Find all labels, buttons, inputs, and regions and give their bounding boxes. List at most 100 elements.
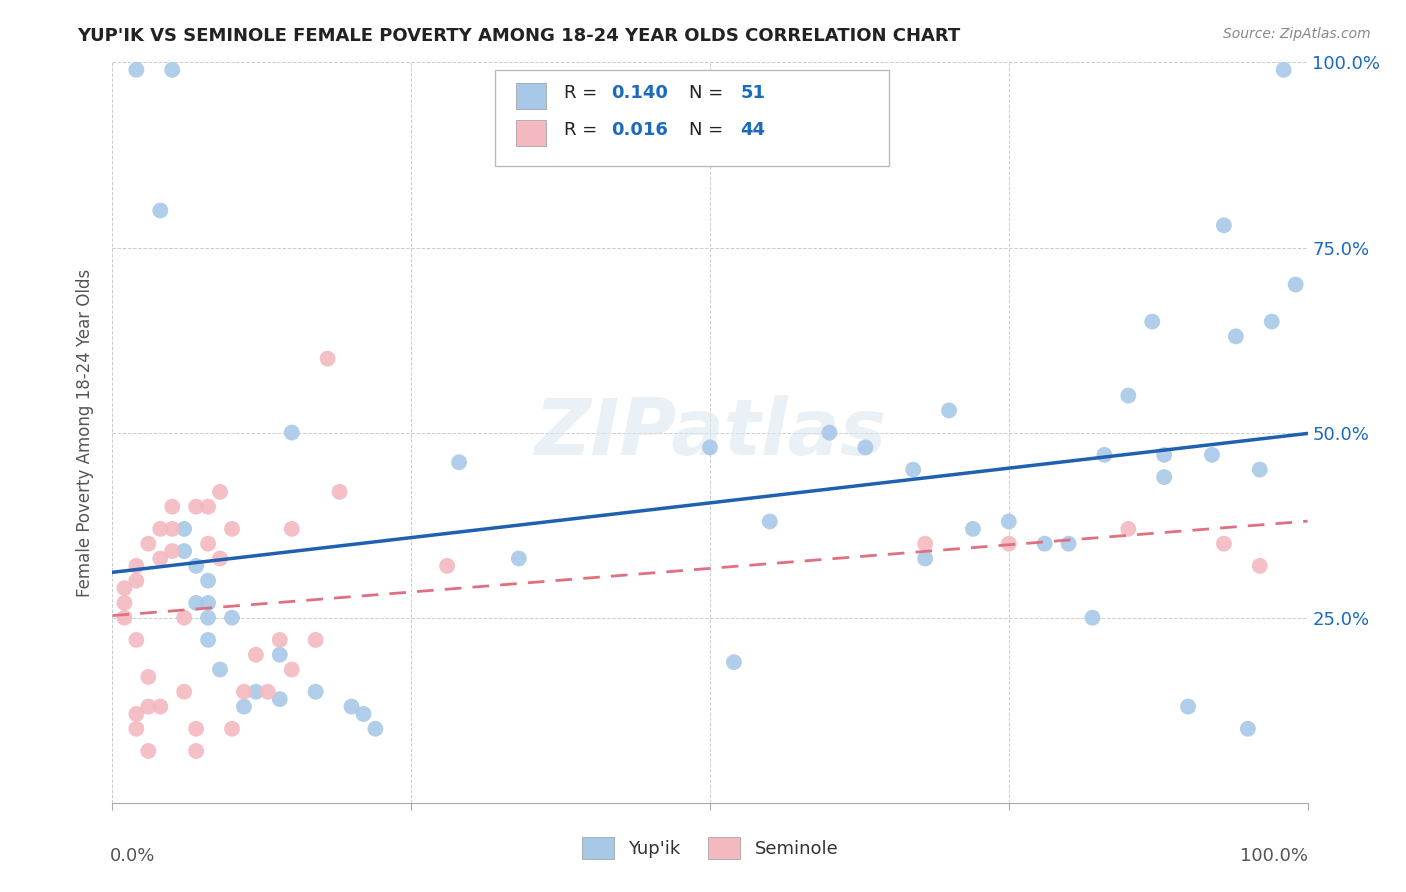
Text: Source: ZipAtlas.com: Source: ZipAtlas.com [1223, 27, 1371, 41]
Point [209, 484, 232, 499]
Point [186, 500, 208, 514]
Point [855, 441, 877, 455]
Point [257, 685, 280, 699]
Point [1153, 470, 1175, 484]
Point [209, 551, 232, 566]
Point [281, 425, 304, 440]
Point [197, 500, 219, 514]
Point [447, 455, 470, 469]
Point [1118, 522, 1140, 536]
Point [1213, 219, 1236, 233]
Point [269, 692, 291, 706]
Point [209, 663, 232, 677]
Point [436, 558, 458, 573]
Point [1118, 388, 1140, 402]
Point [173, 522, 195, 536]
Point [197, 574, 219, 588]
Point [221, 522, 243, 536]
Point [699, 441, 721, 455]
Point [233, 699, 256, 714]
Text: R =: R = [564, 121, 603, 139]
Point [938, 403, 960, 417]
Point [138, 699, 160, 714]
Point [197, 632, 219, 647]
Point [125, 558, 148, 573]
Point [173, 610, 195, 624]
FancyBboxPatch shape [516, 83, 546, 109]
Point [186, 596, 208, 610]
Point [245, 685, 267, 699]
Point [903, 462, 925, 476]
Point [1272, 62, 1295, 77]
Point [305, 632, 328, 647]
Point [1094, 448, 1116, 462]
Point [138, 744, 160, 758]
Point [186, 722, 208, 736]
Point [1033, 536, 1056, 550]
Point [186, 744, 208, 758]
Legend: Yup'ik, Seminole: Yup'ik, Seminole [572, 828, 848, 868]
Point [998, 515, 1021, 529]
Point [138, 536, 160, 550]
Point [281, 522, 304, 536]
Point [245, 648, 267, 662]
Point [173, 685, 195, 699]
Point [340, 699, 363, 714]
Point [1201, 448, 1223, 462]
Point [759, 515, 782, 529]
Point [149, 551, 172, 566]
Point [114, 581, 135, 595]
Point [125, 632, 148, 647]
Point [1261, 314, 1284, 328]
Point [162, 544, 183, 558]
Point [508, 551, 530, 566]
Point [352, 706, 374, 721]
Point [149, 699, 172, 714]
Point [914, 551, 936, 566]
Point [914, 536, 936, 550]
Y-axis label: Female Poverty Among 18-24 Year Olds: Female Poverty Among 18-24 Year Olds [76, 268, 94, 597]
Point [998, 536, 1021, 550]
Point [281, 663, 304, 677]
Point [197, 610, 219, 624]
Point [1213, 536, 1236, 550]
Point [125, 574, 148, 588]
Point [364, 722, 387, 736]
FancyBboxPatch shape [495, 70, 890, 166]
Point [1142, 314, 1164, 328]
Point [221, 610, 243, 624]
Point [1057, 536, 1080, 550]
Text: R =: R = [564, 84, 603, 103]
Text: 51: 51 [741, 84, 765, 103]
Text: 100.0%: 100.0% [1240, 847, 1308, 865]
Point [162, 62, 183, 77]
Point [173, 544, 195, 558]
Point [138, 670, 160, 684]
Point [125, 706, 148, 721]
Text: 0.0%: 0.0% [110, 847, 156, 865]
Point [723, 655, 745, 669]
Point [269, 648, 291, 662]
Point [197, 536, 219, 550]
Point [114, 596, 135, 610]
Text: N =: N = [689, 84, 730, 103]
Point [125, 722, 148, 736]
Point [1237, 722, 1260, 736]
Point [233, 685, 256, 699]
Point [316, 351, 339, 366]
Text: 0.016: 0.016 [612, 121, 668, 139]
Point [162, 522, 183, 536]
Point [1177, 699, 1199, 714]
Point [1285, 277, 1308, 292]
Point [1153, 448, 1175, 462]
Point [305, 685, 328, 699]
Point [1081, 610, 1104, 624]
Point [818, 425, 841, 440]
Point [114, 610, 135, 624]
Point [1249, 462, 1271, 476]
Point [197, 596, 219, 610]
Point [125, 62, 148, 77]
Point [1225, 329, 1247, 343]
Text: YUP'IK VS SEMINOLE FEMALE POVERTY AMONG 18-24 YEAR OLDS CORRELATION CHART: YUP'IK VS SEMINOLE FEMALE POVERTY AMONG … [77, 27, 960, 45]
Point [149, 522, 172, 536]
